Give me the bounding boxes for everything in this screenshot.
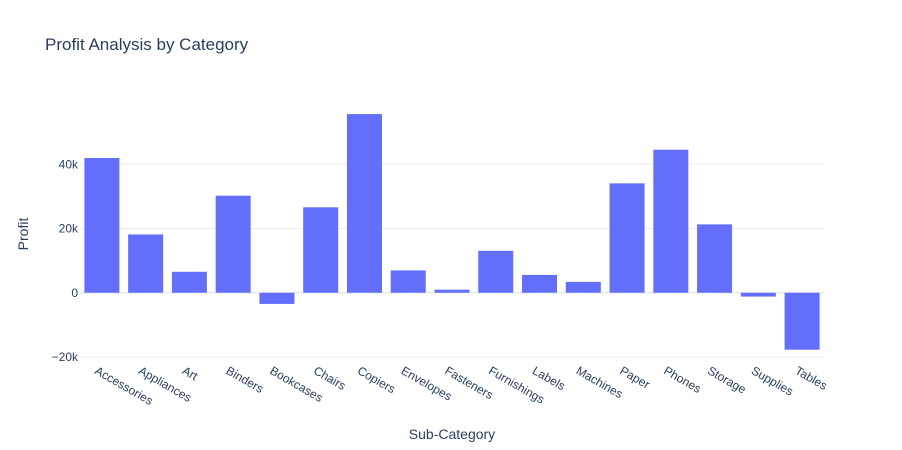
bar <box>478 250 514 293</box>
bar <box>609 183 645 293</box>
y-tick-label: 20k <box>59 222 79 236</box>
bar <box>390 270 426 293</box>
bar <box>740 292 776 297</box>
bar <box>565 281 601 293</box>
bar <box>346 114 382 293</box>
x-tick-label: Storage <box>705 363 749 396</box>
y-axis-ticks: −20k 0 20k 40k <box>52 157 79 364</box>
chart-title: Profit Analysis by Category <box>45 35 249 54</box>
x-tick-label: Art <box>180 363 201 383</box>
bar <box>303 207 339 293</box>
y-tick-label: 40k <box>59 157 79 171</box>
x-tick-label: Machines <box>574 363 625 401</box>
bar <box>215 195 251 293</box>
y-tick-label: −20k <box>52 350 79 364</box>
x-tick-label: Supplies <box>749 363 796 398</box>
bar <box>522 274 558 293</box>
bars <box>84 114 820 350</box>
bar <box>784 292 820 350</box>
bar <box>171 271 207 293</box>
bar <box>434 289 470 293</box>
bar <box>259 292 295 304</box>
bar <box>697 224 733 293</box>
x-tick-label: Tables <box>793 363 830 392</box>
bar <box>653 149 689 293</box>
bar <box>84 158 120 293</box>
x-tick-label: Binders <box>224 363 266 395</box>
y-tick-label: 0 <box>71 286 78 300</box>
x-tick-label: Copiers <box>355 363 398 396</box>
x-tick-label: Phones <box>661 363 703 395</box>
x-axis-title: Sub-Category <box>409 426 495 442</box>
bar <box>128 234 164 293</box>
y-axis-title: Profit <box>15 218 31 251</box>
